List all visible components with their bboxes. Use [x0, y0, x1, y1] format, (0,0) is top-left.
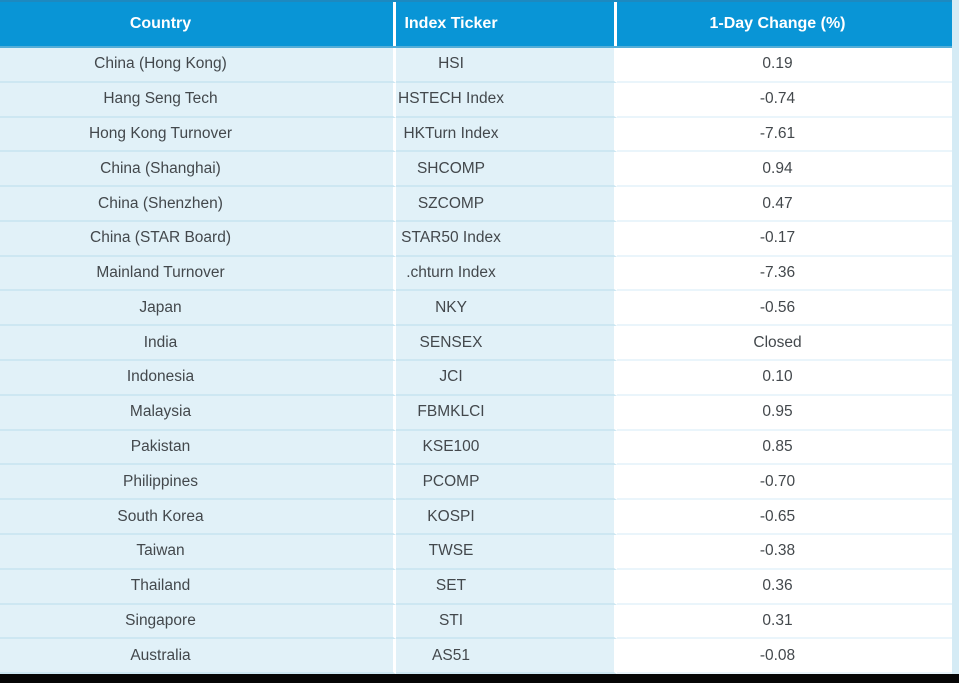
column-header-1-day-change: 1-Day Change (%): [617, 2, 952, 46]
country-cell: Australia: [0, 639, 396, 675]
ticker-cell: HKTurn Index: [396, 117, 617, 153]
table-row: Philippines PCOMP -0.70: [0, 465, 952, 501]
change-cell: 0.95: [617, 395, 952, 431]
table-row: China (Hong Kong) HSI 0.19: [0, 48, 952, 83]
country-cell: Taiwan: [0, 534, 396, 570]
country-cell: Philippines: [0, 465, 396, 501]
change-cell: -7.61: [617, 117, 952, 153]
change-cell: 0.19: [617, 48, 952, 83]
column-header-country: Country: [0, 2, 396, 46]
ticker-cell: TWSE: [396, 534, 617, 570]
change-cell: Closed: [617, 326, 952, 362]
change-cell: -0.38: [617, 534, 952, 570]
ticker-cell: KSE100: [396, 430, 617, 466]
ticker-cell: SZCOMP: [396, 187, 617, 222]
ticker-cell: KOSPI: [396, 500, 617, 535]
column-header-index-ticker: Index Ticker: [396, 2, 617, 46]
country-cell: China (STAR Board): [0, 221, 396, 257]
table-row: Thailand SET 0.36: [0, 569, 952, 605]
change-cell: -0.08: [617, 639, 952, 675]
country-cell: Singapore: [0, 604, 396, 640]
country-cell: South Korea: [0, 500, 396, 535]
ticker-cell: STI: [396, 604, 617, 640]
change-cell: 0.94: [617, 152, 952, 188]
ticker-cell: HSI: [396, 48, 617, 83]
change-cell: -0.56: [617, 291, 952, 327]
country-cell: China (Hong Kong): [0, 48, 396, 83]
ticker-cell: HSTECH Index: [396, 82, 617, 118]
country-cell: China (Shenzhen): [0, 187, 396, 222]
change-cell: -7.36: [617, 256, 952, 292]
ticker-cell: SENSEX: [396, 326, 617, 362]
change-cell: -0.74: [617, 82, 952, 118]
change-cell: 0.10: [617, 361, 952, 396]
table-row: Australia AS51 -0.08: [0, 639, 952, 675]
table-row: Hang Seng Tech HSTECH Index -0.74: [0, 82, 952, 118]
table-row: Hong Kong Turnover HKTurn Index -7.61: [0, 117, 952, 153]
country-cell: Hang Seng Tech: [0, 82, 396, 118]
table-body: China (Hong Kong) HSI 0.19 Hang Seng Tec…: [0, 48, 952, 675]
country-cell: Malaysia: [0, 395, 396, 431]
change-cell: 0.85: [617, 430, 952, 466]
ticker-cell: STAR50 Index: [396, 221, 617, 257]
country-cell: India: [0, 326, 396, 362]
table-row: China (Shanghai) SHCOMP 0.94: [0, 152, 952, 188]
change-cell: -0.70: [617, 465, 952, 501]
country-cell: Pakistan: [0, 430, 396, 466]
table-row: Taiwan TWSE -0.38: [0, 534, 952, 570]
table-row: Singapore STI 0.31: [0, 604, 952, 640]
table-row: Mainland Turnover .chturn Index -7.36: [0, 256, 952, 292]
change-cell: 0.31: [617, 604, 952, 640]
table-row: Indonesia JCI 0.10: [0, 361, 952, 396]
country-cell: Japan: [0, 291, 396, 327]
table-row: China (Shenzhen) SZCOMP 0.47: [0, 187, 952, 222]
country-cell: Mainland Turnover: [0, 256, 396, 292]
change-cell: 0.36: [617, 569, 952, 605]
table-row: India SENSEX Closed: [0, 326, 952, 362]
bottom-black-bar: [0, 674, 959, 683]
table-row: Malaysia FBMKLCI 0.95: [0, 395, 952, 431]
table-row: Pakistan KSE100 0.85: [0, 430, 952, 466]
ticker-cell: PCOMP: [396, 465, 617, 501]
ticker-cell: FBMKLCI: [396, 395, 617, 431]
country-cell: Indonesia: [0, 361, 396, 396]
change-cell: 0.47: [617, 187, 952, 222]
ticker-cell: SET: [396, 569, 617, 605]
ticker-cell: JCI: [396, 361, 617, 396]
change-cell: -0.65: [617, 500, 952, 535]
ticker-cell: NKY: [396, 291, 617, 327]
change-cell: -0.17: [617, 221, 952, 257]
country-cell: Hong Kong Turnover: [0, 117, 396, 153]
table-row: Japan NKY -0.56: [0, 291, 952, 327]
table-row: China (STAR Board) STAR50 Index -0.17: [0, 221, 952, 257]
country-cell: China (Shanghai): [0, 152, 396, 188]
country-cell: Thailand: [0, 569, 396, 605]
table-header-row: Country Index Ticker 1-Day Change (%): [0, 0, 952, 48]
ticker-cell: .chturn Index: [396, 256, 617, 292]
right-edge-strip: [952, 0, 959, 674]
table-row: South Korea KOSPI -0.65: [0, 500, 952, 535]
ticker-cell: AS51: [396, 639, 617, 675]
ticker-cell: SHCOMP: [396, 152, 617, 188]
